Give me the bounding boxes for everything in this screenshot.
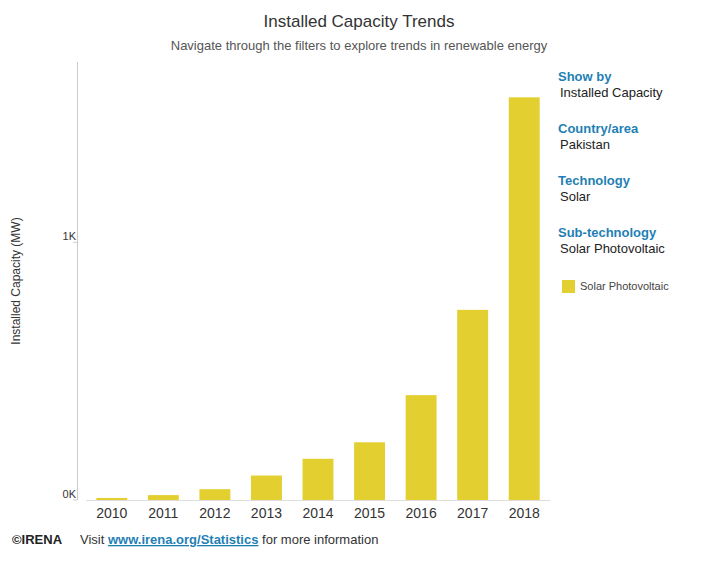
subtitle: Navigate through the filters to explore …: [171, 38, 548, 53]
filter-value: Solar: [560, 189, 591, 204]
bar: [199, 489, 230, 500]
bar: [251, 476, 282, 500]
x-tick-label: 2018: [509, 505, 540, 521]
x-tick-label: 2015: [354, 505, 385, 521]
y-tick-label: 1K: [63, 230, 77, 242]
y-axis-label: Installed Capacity (MW): [9, 217, 23, 344]
bar: [303, 459, 334, 500]
filter-value: Solar Photovoltaic: [560, 241, 665, 256]
y-tick-label: 0K: [63, 488, 77, 500]
footer-suffix: for more information: [258, 532, 378, 547]
footer-prefix: Visit: [80, 532, 108, 547]
x-tick-label: 2012: [199, 505, 230, 521]
filter-label: Technology: [558, 173, 631, 188]
bar: [148, 495, 179, 500]
legend-label: Solar Photovoltaic: [580, 280, 669, 292]
footer-link: www.irena.org/Statistics: [107, 532, 259, 547]
x-tick-label: 2016: [406, 505, 437, 521]
footer: Visit www.irena.org/Statistics for more …: [80, 532, 378, 547]
filter-label: Show by: [558, 69, 612, 84]
legend-swatch: [562, 280, 575, 293]
filter-value: Pakistan: [560, 137, 610, 152]
x-tick-label: 2010: [96, 505, 127, 521]
title: Installed Capacity Trends: [264, 12, 455, 31]
filter-value: Installed Capacity: [560, 85, 663, 100]
bars: [96, 97, 539, 500]
x-tick-label: 2014: [302, 505, 333, 521]
bar: [406, 395, 437, 500]
filter-label: Sub-technology: [558, 225, 657, 240]
bar: [96, 498, 127, 500]
source: ©IRENA: [12, 532, 63, 547]
bar: [354, 442, 385, 500]
x-tick-label: 2017: [457, 505, 488, 521]
x-tick-label: 2011: [148, 505, 178, 521]
x-tick-label: 2013: [251, 505, 282, 521]
filter-label: Country/area: [558, 121, 639, 136]
chart: Installed Capacity Trends Navigate throug…: [0, 0, 718, 572]
x-axis-line: [86, 500, 550, 501]
y-axis-line: [77, 62, 78, 500]
bar: [457, 310, 488, 500]
bar: [509, 97, 540, 500]
